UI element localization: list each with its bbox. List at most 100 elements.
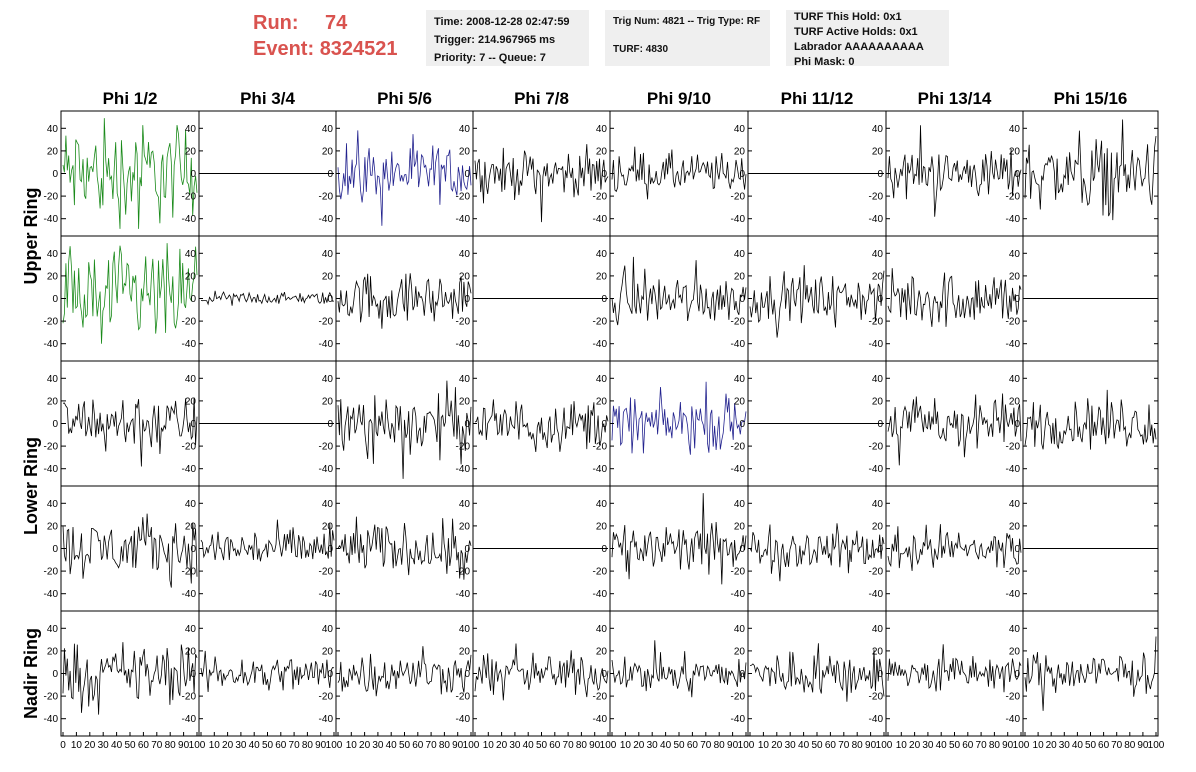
- y-tick-label: 40: [1009, 374, 1021, 385]
- y-tick-label: -40: [869, 464, 884, 475]
- x-tick-label: 40: [386, 740, 398, 751]
- x-tick-label: 60: [275, 740, 287, 751]
- y-tick-label: 0: [1014, 544, 1020, 555]
- x-tick-label: 90: [178, 740, 190, 751]
- y-tick-label: -20: [182, 442, 197, 453]
- y-tick-label: 20: [734, 646, 746, 657]
- y-tick-label: 20: [872, 271, 884, 282]
- y-tick-label: -20: [731, 442, 746, 453]
- y-tick-label: 20: [185, 396, 197, 407]
- y-tick-label: -20: [319, 192, 334, 203]
- y-tick-label: 20: [47, 646, 59, 657]
- y-tick-label: -40: [456, 589, 471, 600]
- y-tick-label: 0: [877, 169, 883, 180]
- y-tick-label: 0: [190, 169, 196, 180]
- y-tick-label: -40: [593, 589, 608, 600]
- y-tick-label: 20: [872, 396, 884, 407]
- x-tick-label: 70: [838, 740, 850, 751]
- y-tick-label: 20: [1009, 646, 1021, 657]
- y-tick-label: -40: [319, 464, 334, 475]
- phi-column-title: Phi 9/10: [647, 89, 711, 108]
- y-tick-label: -20: [182, 317, 197, 328]
- x-tick-label: 20: [771, 740, 783, 751]
- time-text: Time: 2008-12-28 02:47:59: [434, 16, 570, 28]
- run-line: Run: 74: [253, 10, 398, 36]
- y-tick-label: 20: [596, 146, 608, 157]
- y-tick-label: 40: [734, 374, 746, 385]
- x-tick-label: 90: [589, 740, 601, 751]
- panel-frame: [609, 610, 749, 737]
- y-tick-label: 0: [52, 419, 58, 430]
- y-tick-label: 20: [459, 396, 471, 407]
- priority-text: Priority: 7 -- Queue: 7: [434, 52, 546, 64]
- y-tick-label: 40: [872, 249, 884, 260]
- y-tick-label: 20: [596, 521, 608, 532]
- phi-column-title: Phi 11/12: [781, 89, 854, 108]
- y-tick-label: 20: [734, 271, 746, 282]
- x-tick-label: 20: [496, 740, 508, 751]
- waveform-trace: [749, 523, 885, 582]
- turf-hold-text: TURF This Hold: 0x1: [794, 11, 902, 23]
- y-tick-label: 40: [1009, 249, 1021, 260]
- phi-mask-text: Phi Mask: 0: [794, 56, 855, 68]
- x-tick-label: 10: [620, 740, 632, 751]
- y-tick-label: -20: [593, 442, 608, 453]
- y-tick-label: -40: [1006, 714, 1021, 725]
- y-tick-label: -40: [44, 589, 59, 600]
- y-tick-label: -20: [731, 317, 746, 328]
- x-tick-label: 40: [111, 740, 123, 751]
- x-tick-label: 60: [687, 740, 699, 751]
- y-tick-label: -40: [1006, 464, 1021, 475]
- y-tick-label: -40: [731, 714, 746, 725]
- y-tick-label: -40: [1006, 214, 1021, 225]
- y-tick-label: 40: [47, 499, 59, 510]
- y-tick-label: 20: [872, 146, 884, 157]
- waveform-trace: [474, 144, 609, 223]
- x-tick-label: 70: [1111, 740, 1123, 751]
- y-tick-label: -20: [1006, 317, 1021, 328]
- y-tick-label: 40: [596, 124, 608, 135]
- y-tick-label: -40: [44, 214, 59, 225]
- waveform-trace: [62, 243, 198, 344]
- phi-column-title: Phi 1/2: [103, 89, 158, 108]
- y-tick-label: 0: [190, 544, 196, 555]
- x-tick-label: 60: [962, 740, 974, 751]
- y-tick-label: -20: [593, 692, 608, 703]
- y-tick-label: -20: [319, 567, 334, 578]
- y-tick-label: 40: [322, 374, 334, 385]
- y-tick-label: 0: [327, 544, 333, 555]
- time-info-box: Time: 2008-12-28 02:47:59 Trigger: 214.9…: [426, 10, 589, 66]
- y-tick-label: 0: [327, 419, 333, 430]
- waveform-trace: [337, 646, 472, 697]
- y-tick-label: 40: [1009, 499, 1021, 510]
- y-tick-label: -20: [44, 692, 59, 703]
- x-tick-label: 60: [1098, 740, 1110, 751]
- x-tick-label: 40: [660, 740, 672, 751]
- y-tick-label: -20: [869, 692, 884, 703]
- y-tick-label: 0: [601, 669, 607, 680]
- y-tick-label: 20: [1009, 521, 1021, 532]
- x-tick-label: 30: [98, 740, 110, 751]
- panel-frame: [609, 360, 749, 487]
- y-tick-label: 0: [739, 669, 745, 680]
- x-tick-label: 70: [151, 740, 163, 751]
- x-tick-label: 90: [315, 740, 327, 751]
- waveform-trace: [611, 381, 747, 455]
- x-tick-label: 30: [922, 740, 934, 751]
- y-tick-label: 40: [47, 374, 59, 385]
- phi-column-title: Phi 15/16: [1054, 89, 1128, 108]
- y-tick-label: 40: [459, 249, 471, 260]
- waveform-trace: [749, 265, 885, 338]
- x-tick-label: 90: [1137, 740, 1149, 751]
- y-tick-label: 20: [322, 646, 334, 657]
- y-tick-label: 20: [1009, 396, 1021, 407]
- panel-frame: [472, 610, 611, 737]
- x-tick-label: 90: [1002, 740, 1014, 751]
- y-tick-label: -40: [869, 339, 884, 350]
- y-tick-label: -20: [1006, 567, 1021, 578]
- y-tick-label: 40: [47, 624, 59, 635]
- y-tick-label: 0: [601, 419, 607, 430]
- x-tick-label: 20: [909, 740, 921, 751]
- y-tick-label: -40: [182, 214, 197, 225]
- trigger-text: Trigger: 214.967965 ms: [434, 34, 556, 46]
